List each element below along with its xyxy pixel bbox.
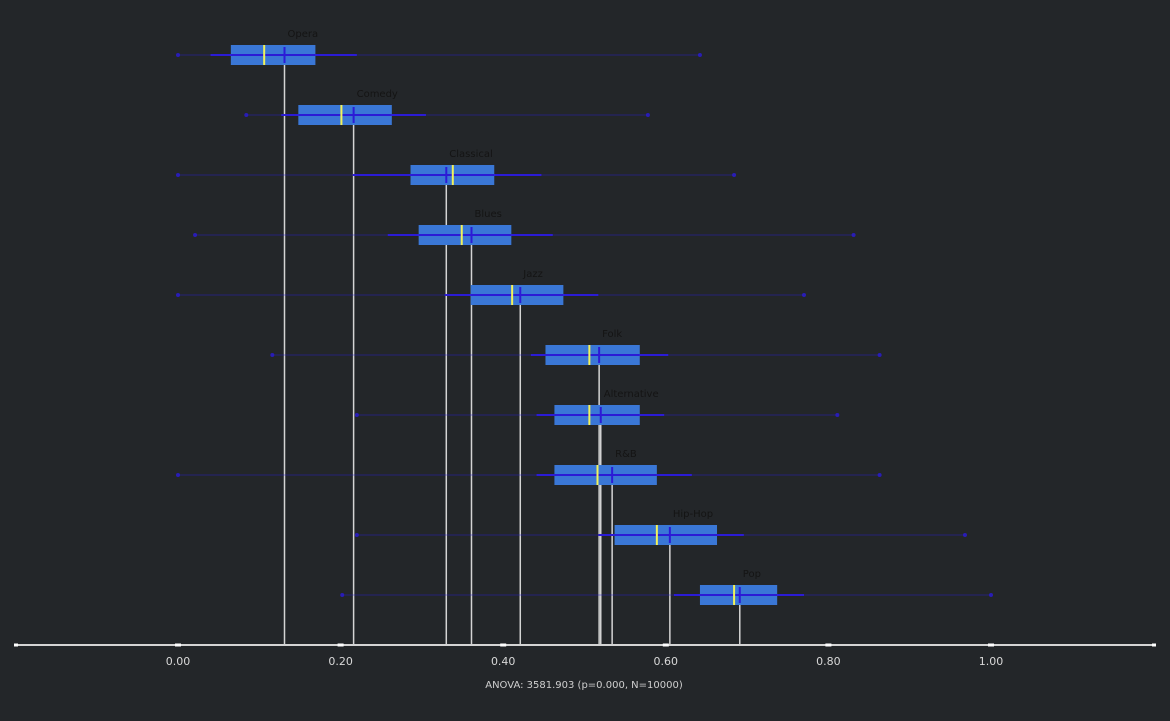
x-tick-2 — [500, 643, 507, 647]
category-label-folk: Folk — [602, 329, 622, 340]
min-point-blues — [193, 233, 198, 237]
x-tick-1 — [337, 643, 344, 647]
anova-footer: ANOVA: 3581.903 (p=0.000, N=10000) — [485, 680, 683, 691]
max-point-hip-hop — [962, 533, 967, 537]
x-tick-0 — [175, 643, 181, 647]
x-axis-ticks: 0.00 0.20 0.40 0.60 0.80 1.00 — [14, 643, 1156, 668]
min-point-jazz — [176, 293, 180, 297]
x-tick-4 — [825, 643, 832, 647]
x-tick-5 — [988, 643, 994, 647]
x-tick-label-3: 0.60 — [654, 655, 679, 668]
max-point-comedy — [645, 113, 650, 117]
min-point-pop — [340, 593, 345, 597]
max-point-jazz — [802, 293, 807, 297]
min-point-hip-hop — [354, 533, 359, 537]
min-point-alternative — [354, 413, 359, 417]
x-tick-label-1: 0.20 — [328, 655, 353, 668]
axis-end-cap — [1152, 643, 1156, 647]
x-tick-label-5: 1.00 — [979, 655, 1004, 668]
x-tick-label-2: 0.40 — [491, 655, 516, 668]
x-tick-label-4: 0.80 — [816, 655, 841, 668]
x-tick-3 — [662, 643, 669, 647]
max-point-pop — [989, 593, 993, 597]
x-tick-label-0: 0.00 — [166, 655, 191, 668]
max-point-alternative — [835, 413, 840, 417]
min-point-folk — [270, 353, 275, 357]
axis-start-cap — [14, 643, 18, 647]
max-point-classical — [732, 173, 737, 177]
min-point-opera — [176, 53, 180, 57]
category-label-r-b: R&B — [615, 449, 637, 460]
min-point-comedy — [244, 113, 249, 117]
max-point-folk — [877, 353, 882, 357]
category-label-comedy: Comedy — [357, 89, 398, 100]
max-point-blues — [851, 233, 856, 237]
category-label-hip-hop: Hip-Hop — [673, 509, 713, 520]
max-point-opera — [697, 53, 702, 57]
category-label-pop: Pop — [743, 569, 761, 580]
category-label-classical: Classical — [449, 149, 493, 160]
mean-lines — [283, 55, 741, 645]
max-point-r-b — [877, 473, 882, 477]
min-point-classical — [176, 173, 180, 177]
category-label-blues: Blues — [474, 209, 501, 220]
boxes — [230, 45, 778, 605]
category-labels: Opera Comedy Classical Blues Jazz Folk Alterna… — [288, 29, 761, 580]
category-label-alternative: Alternative — [604, 389, 659, 400]
category-label-jazz: Jazz — [522, 269, 543, 280]
whiskers — [176, 53, 993, 597]
category-label-opera: Opera — [288, 29, 319, 40]
min-point-r-b — [176, 473, 180, 477]
